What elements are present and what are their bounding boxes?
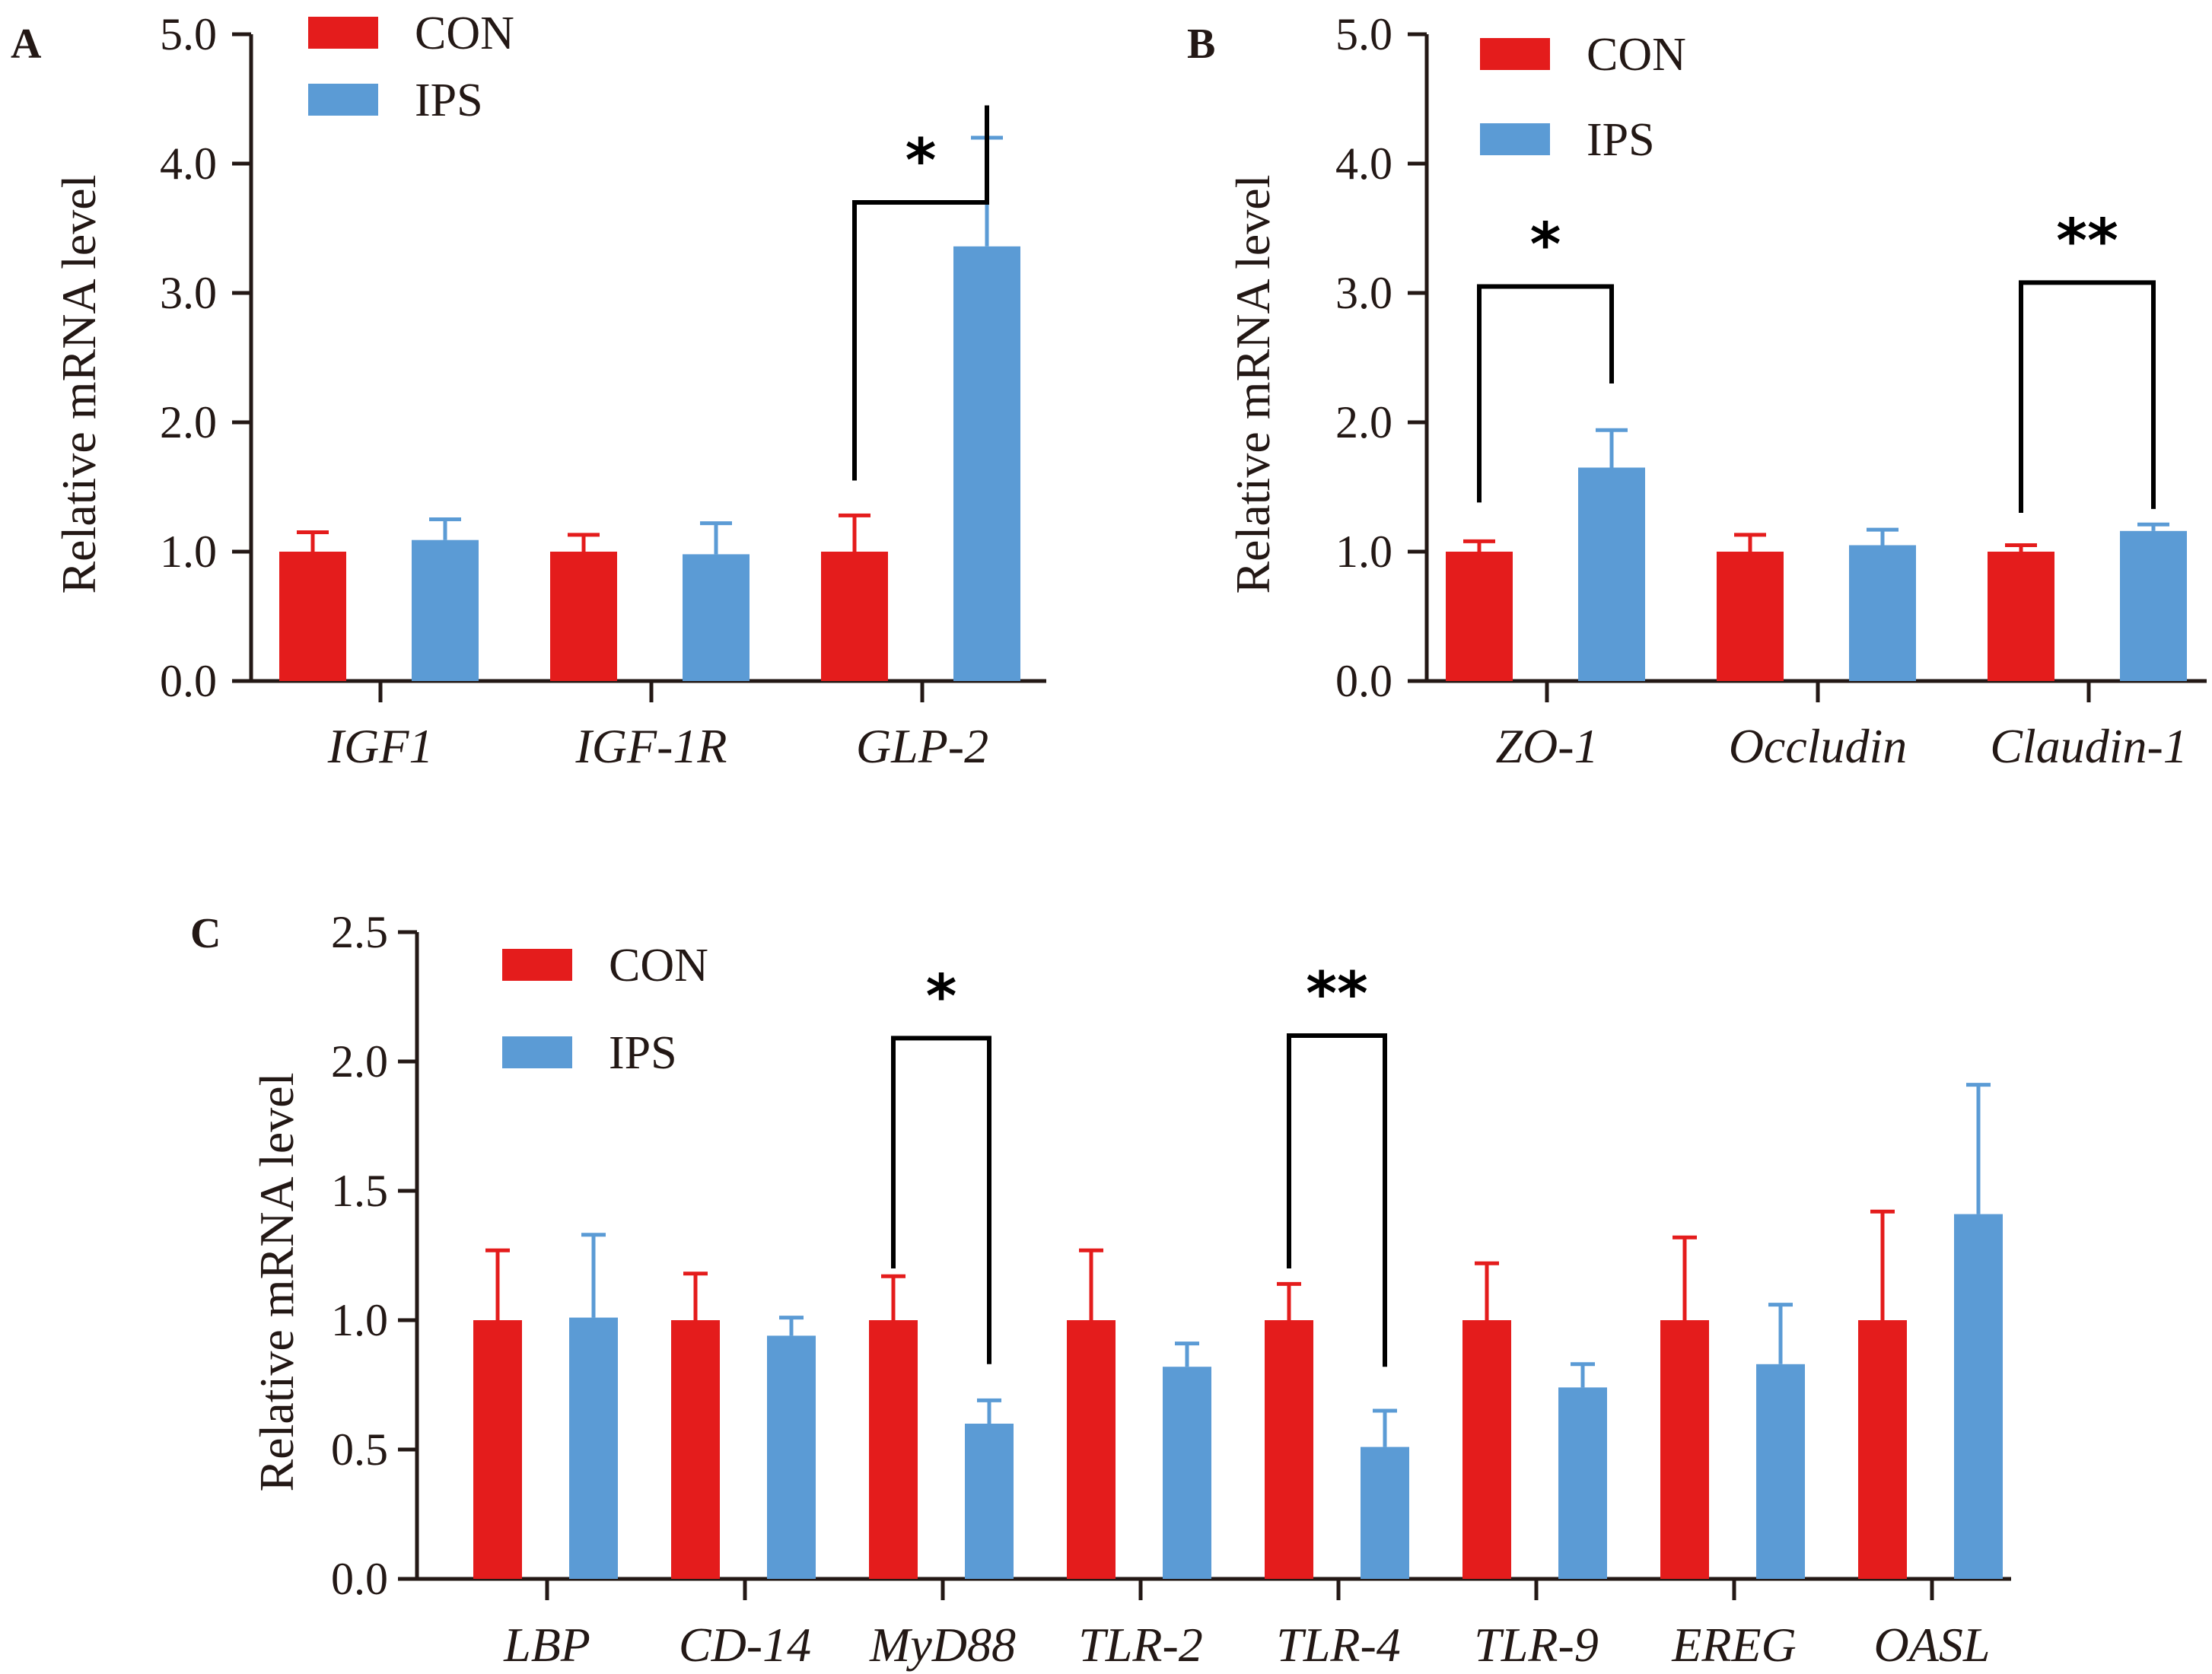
legend-label-ips: IPS xyxy=(415,75,483,126)
legend-swatch-ips xyxy=(308,84,378,116)
legend-swatch-con xyxy=(308,17,378,49)
x-category-label: OASL xyxy=(1874,1618,1991,1672)
bar-con xyxy=(550,552,617,681)
y-tick-label: 3.0 xyxy=(160,268,217,318)
y-tick-label: 4.0 xyxy=(1335,138,1392,189)
x-category-label: TLR-2 xyxy=(1078,1618,1203,1672)
bar-con xyxy=(1462,1320,1511,1579)
bar-ips xyxy=(1954,1214,2003,1579)
bar-ips xyxy=(2120,530,2187,681)
bar-con xyxy=(279,552,346,681)
significance-bracket xyxy=(891,1036,991,1364)
bar-con xyxy=(1858,1320,1907,1579)
significance-label: * xyxy=(1530,212,1561,280)
bar-con xyxy=(1660,1320,1709,1579)
significance-label: ** xyxy=(2056,207,2118,275)
y-tick-label: 2.0 xyxy=(1335,397,1392,447)
bar-con xyxy=(1717,552,1784,681)
y-axis-label: Relative mRNA level xyxy=(52,175,106,594)
significance-bracket xyxy=(1477,284,1614,503)
y-tick-label: 5.0 xyxy=(1335,9,1392,59)
x-category-label: Occludin xyxy=(1729,719,1908,773)
significance-label: ** xyxy=(1306,960,1368,1029)
panel-letter: B xyxy=(1187,21,1215,68)
y-axis-label: Relative mRNA level xyxy=(1226,175,1280,594)
legend-label-ips: IPS xyxy=(1587,114,1655,166)
y-tick-label: 3.0 xyxy=(1335,268,1392,318)
y-tick-label: 1.0 xyxy=(160,527,217,577)
chart-panel-b: B 0.0 1.0 2.0 3.0 4.0 5.0 Relative mRNA level ZO… xyxy=(1187,9,2207,773)
legend-swatch-ips xyxy=(502,1036,572,1068)
y-tick-label: 2.5 xyxy=(331,907,388,957)
legend-label-con: CON xyxy=(609,940,708,991)
significance-bracket xyxy=(1287,1033,1387,1367)
x-category-label: TLR-4 xyxy=(1276,1618,1401,1672)
legend-label-ips: IPS xyxy=(609,1027,677,1079)
legend-label-con: CON xyxy=(1587,29,1686,81)
bar-ips xyxy=(412,539,479,681)
bar-ips xyxy=(1756,1364,1805,1579)
x-category-label: MyD88 xyxy=(869,1618,1016,1672)
y-tick-label: 0.0 xyxy=(160,656,217,706)
x-category-label: Claudin-1 xyxy=(1990,719,2188,773)
significance-label: * xyxy=(905,127,937,196)
y-tick-label: 1.0 xyxy=(1335,527,1392,577)
x-category-label: GLP-2 xyxy=(856,719,988,773)
bar-ips xyxy=(1849,545,1916,681)
bar-con xyxy=(869,1320,918,1579)
y-tick-label: 2.0 xyxy=(160,397,217,447)
x-category-label: IGF1 xyxy=(327,719,434,773)
chart-panel-c: C 0.0 0.5 1.0 1.5 2.0 2.5 Relative mRNA level LB… xyxy=(190,907,2011,1672)
y-tick-label: 4.0 xyxy=(160,138,217,189)
x-category-label: LBP xyxy=(503,1618,590,1672)
y-tick-label: 5.0 xyxy=(160,9,217,59)
legend-swatch-con xyxy=(502,949,572,981)
bar-con xyxy=(1446,552,1513,681)
x-category-label: ZO-1 xyxy=(1495,719,1598,773)
x-category-label: TLR-9 xyxy=(1474,1618,1599,1672)
bar-ips xyxy=(953,246,1020,681)
legend-swatch-con xyxy=(1480,38,1550,70)
legend-swatch-ips xyxy=(1480,123,1550,155)
significance-bracket xyxy=(2019,280,2156,513)
bar-con xyxy=(671,1320,720,1579)
y-tick-label: 0.0 xyxy=(331,1554,388,1604)
bar-ips xyxy=(1558,1387,1607,1579)
y-tick-label: 0.0 xyxy=(1335,656,1392,706)
significance-label: * xyxy=(926,963,957,1031)
panel-letter: C xyxy=(190,910,221,957)
bar-ips xyxy=(1578,467,1645,681)
bar-ips xyxy=(1361,1446,1409,1579)
panel-letter: A xyxy=(11,21,42,68)
bar-ips xyxy=(1163,1367,1211,1579)
bar-con xyxy=(1067,1320,1116,1579)
bar-ips xyxy=(683,554,750,681)
bar-con xyxy=(1265,1320,1313,1579)
y-tick-label: 0.5 xyxy=(331,1424,388,1475)
y-tick-label: 1.0 xyxy=(331,1295,388,1345)
x-category-label: EREG xyxy=(1671,1618,1797,1672)
x-category-label: CD-14 xyxy=(679,1618,811,1672)
significance-bracket xyxy=(852,105,989,481)
bar-ips xyxy=(965,1424,1014,1579)
bar-con xyxy=(473,1320,522,1579)
bar-con xyxy=(1988,552,2054,681)
y-tick-label: 2.0 xyxy=(331,1036,388,1087)
bar-ips xyxy=(767,1335,816,1579)
legend-label-con: CON xyxy=(415,8,514,59)
x-category-label: IGF-1R xyxy=(574,719,727,773)
chart-panel-a: A 0.0 1.0 2.0 3.0 4.0 5.0 Relative mRNA level IG… xyxy=(11,8,1046,773)
bar-con xyxy=(821,552,888,681)
y-axis-label: Relative mRNA level xyxy=(250,1073,304,1492)
bar-ips xyxy=(569,1317,618,1579)
y-tick-label: 1.5 xyxy=(331,1166,388,1216)
